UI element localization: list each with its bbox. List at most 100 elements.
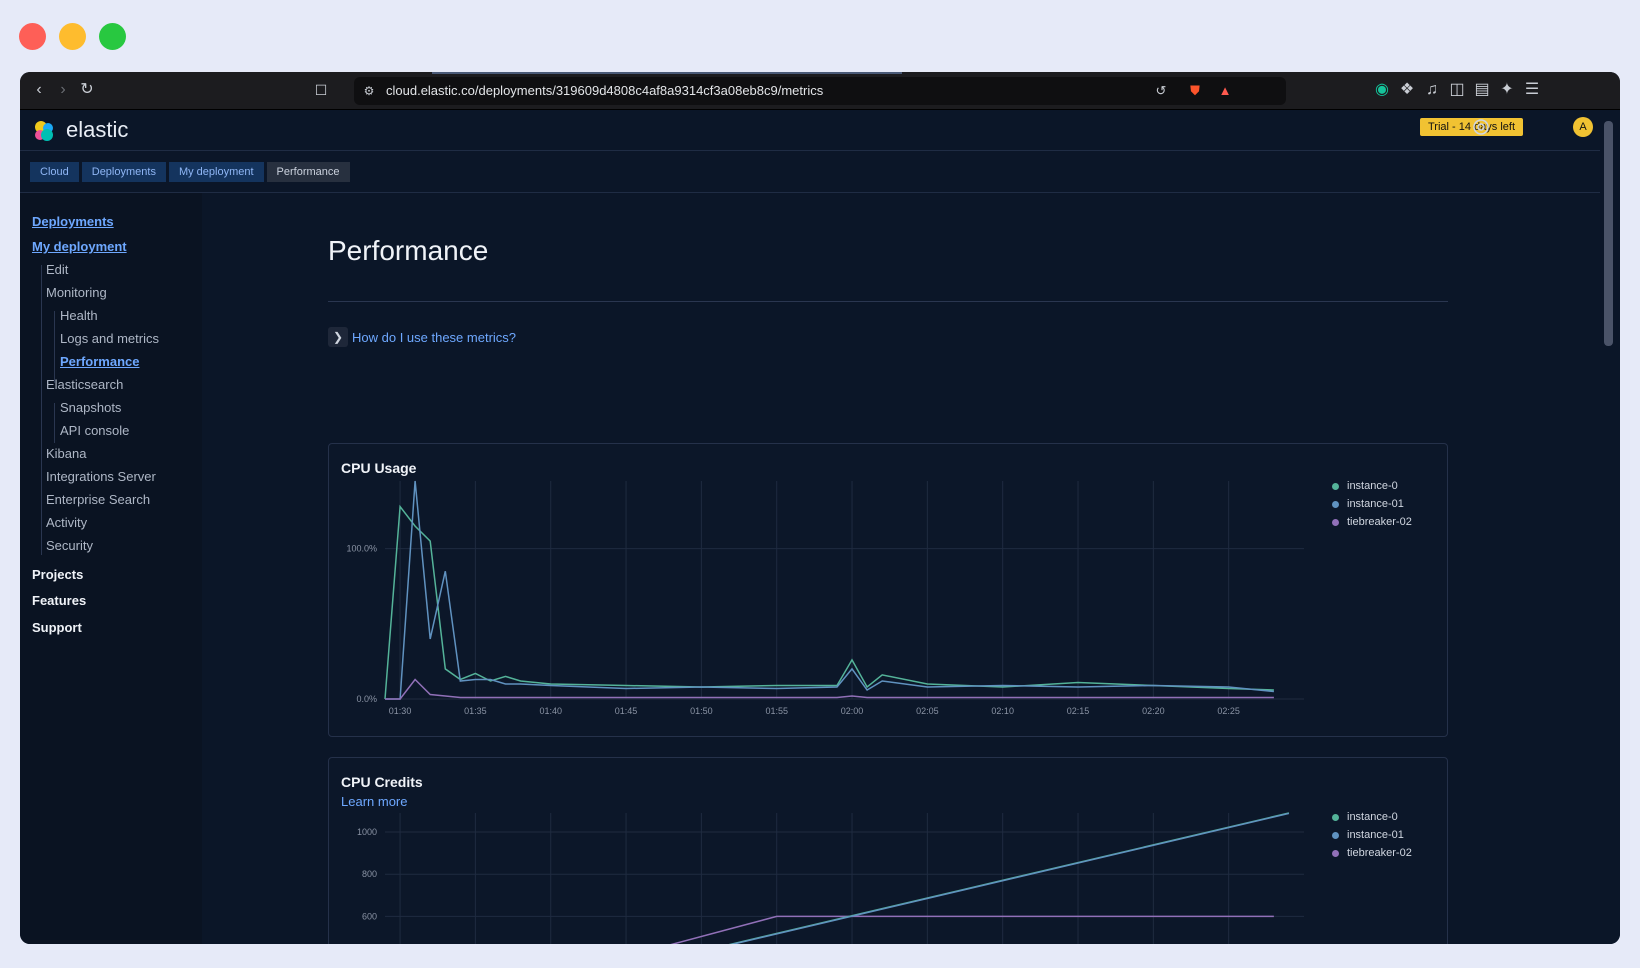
legend-dot xyxy=(1332,813,1339,821)
tree-line xyxy=(54,403,55,443)
y-tick-label: 100.0% xyxy=(346,544,377,554)
series-line-instance-01 xyxy=(385,480,1274,700)
y-tick-label: 1000 xyxy=(357,827,377,837)
app-header: elastic xyxy=(20,111,1620,151)
x-tick-label: 02:20 xyxy=(1142,706,1165,716)
y-tick-label: 600 xyxy=(362,911,377,921)
sidebar-item-elasticsearch[interactable]: Elasticsearch xyxy=(46,377,124,392)
series-line-instance-0 xyxy=(384,504,1274,700)
address-bar[interactable]: ⚙ cloud.elastic.co/deployments/319609d48… xyxy=(354,77,1286,105)
y-tick-label: 0.0% xyxy=(356,694,377,704)
sidebar-item-activity[interactable]: Activity xyxy=(46,515,88,530)
chart-legend: instance-0 instance-01 tiebreaker-02 xyxy=(1332,808,1412,862)
page-title: Performance xyxy=(328,235,489,266)
sidebar-item-security[interactable]: Security xyxy=(46,538,93,553)
x-tick-label: 02:25 xyxy=(1217,706,1240,716)
forward-icon[interactable]: › xyxy=(60,81,66,98)
tree-line xyxy=(54,311,55,383)
sidebar-item-health[interactable]: Health xyxy=(60,308,98,323)
grammarly-icon[interactable]: ◉ xyxy=(1375,81,1389,98)
legend-label: tiebreaker-02 xyxy=(1347,847,1412,859)
sidebar-item-snapshots[interactable]: Snapshots xyxy=(60,400,122,415)
tree-line xyxy=(41,265,42,555)
elastic-logo-icon[interactable] xyxy=(32,119,56,143)
share-icon[interactable]: ↺ xyxy=(1155,83,1167,98)
trial-badge[interactable]: Trial - 14 days left xyxy=(1420,118,1524,136)
legend-dot xyxy=(1332,518,1339,526)
x-tick-label: 01:35 xyxy=(464,706,487,716)
sidebar-item-integrations-server[interactable]: Integrations Server xyxy=(46,469,156,484)
brand-name[interactable]: elastic xyxy=(66,117,129,142)
breadcrumb-my-deployment[interactable]: My deployment xyxy=(168,162,264,182)
x-tick-label: 02:00 xyxy=(841,706,864,716)
brave-shield-icon[interactable]: ⛊ xyxy=(1190,83,1200,98)
x-tick-label: 01:50 xyxy=(690,706,713,716)
legend-item[interactable]: instance-0 xyxy=(1332,808,1412,826)
sidebar-item-api-console[interactable]: API console xyxy=(60,423,130,438)
page-scrollbar[interactable] xyxy=(1600,111,1620,944)
chart-legend: instance-0 instance-01 tiebreaker-02 xyxy=(1332,477,1412,531)
sidebar-item-deployments[interactable]: Deployments xyxy=(32,214,114,229)
series-line-tiebreaker-02 xyxy=(670,915,1274,944)
legend-item[interactable]: instance-01 xyxy=(1332,826,1412,844)
series-line-tiebreaker-02 xyxy=(385,678,1274,700)
reload-icon[interactable]: ↻ xyxy=(80,81,94,98)
close-window-button[interactable] xyxy=(19,23,46,50)
url-text[interactable]: cloud.elastic.co/deployments/319609d4808… xyxy=(386,83,824,98)
cpu-usage-panel: CPU Usage 01:30 01:35 01:40 01:45 01:50 01:55… xyxy=(328,443,1448,737)
x-tick-label: 01:45 xyxy=(615,706,638,716)
legend-dot xyxy=(1332,482,1339,490)
legend-item[interactable]: instance-01 xyxy=(1332,495,1412,513)
browser-window: ‹ › ↻ ☐ ⚙ cloud.elastic.co/deployments/3… xyxy=(20,72,1620,944)
extensions-icon[interactable]: ❖ xyxy=(1399,81,1415,98)
sidebar-item-features[interactable]: Features xyxy=(32,593,87,608)
legend-item[interactable]: tiebreaker-02 xyxy=(1332,513,1412,531)
sidebar-item-edit[interactable]: Edit xyxy=(46,262,69,277)
series-line-instance-0 xyxy=(728,812,1290,944)
sidebar-item-enterprise-search[interactable]: Enterprise Search xyxy=(46,492,151,507)
sidebar-item-kibana[interactable]: Kibana xyxy=(46,446,87,461)
brave-rewards-icon[interactable]: ▲ xyxy=(1218,83,1232,98)
sidebar-item-projects[interactable]: Projects xyxy=(32,567,84,582)
x-tick-label: 02:05 xyxy=(916,706,939,716)
breadcrumb-cloud[interactable]: Cloud xyxy=(30,162,79,182)
minimize-window-button[interactable] xyxy=(59,23,86,50)
leo-ai-icon[interactable]: ✦ xyxy=(1500,81,1514,98)
wallet-icon[interactable]: ▤ xyxy=(1474,81,1490,98)
legend-label: instance-0 xyxy=(1347,480,1398,492)
site-settings-icon[interactable]: ⚙ xyxy=(363,84,375,98)
user-avatar[interactable]: A xyxy=(1573,117,1593,137)
legend-item[interactable]: tiebreaker-02 xyxy=(1332,844,1412,862)
media-icon[interactable]: ♫ xyxy=(1426,81,1438,98)
legend-dot xyxy=(1332,849,1339,857)
sidebar-item-monitoring[interactable]: Monitoring xyxy=(46,285,107,300)
maximize-window-button[interactable] xyxy=(99,23,126,50)
browser-toolbar: ‹ › ↻ ☐ ⚙ cloud.elastic.co/deployments/3… xyxy=(20,72,1620,110)
sidebar-item-performance[interactable]: Performance xyxy=(60,354,140,369)
x-tick-label: 01:40 xyxy=(539,706,562,716)
page-load-progress xyxy=(432,72,902,74)
chart-title: CPU Usage xyxy=(341,460,417,476)
scrollbar-thumb[interactable] xyxy=(1604,121,1613,346)
help-icon[interactable] xyxy=(1472,118,1490,136)
legend-item[interactable]: instance-0 xyxy=(1332,477,1412,495)
main-content: Performance ❯ How do I use these metrics… xyxy=(202,193,1600,944)
sidebar-icon[interactable]: ◫ xyxy=(1449,81,1465,98)
menu-icon[interactable]: ☰ xyxy=(1524,81,1540,98)
how-to-use-metrics-link[interactable]: How do I use these metrics? xyxy=(352,330,517,345)
x-tick-label: 02:15 xyxy=(1067,706,1090,716)
x-tick-label: 01:30 xyxy=(389,706,412,716)
back-icon[interactable]: ‹ xyxy=(36,81,42,98)
breadcrumb: Cloud Deployments My deployment Performa… xyxy=(30,162,353,182)
legend-dot xyxy=(1332,500,1339,508)
chevron-right-icon[interactable]: ❯ xyxy=(328,327,348,347)
title-divider xyxy=(328,301,1448,302)
bookmark-icon[interactable]: ☐ xyxy=(314,82,328,98)
sidebar-item-logs-and-metrics[interactable]: Logs and metrics xyxy=(60,331,159,346)
sidebar-item-my-deployment[interactable]: My deployment xyxy=(32,239,127,254)
sidebar-item-support[interactable]: Support xyxy=(32,620,82,635)
breadcrumb-deployments[interactable]: Deployments xyxy=(81,162,166,182)
x-tick-label: 02:10 xyxy=(991,706,1014,716)
x-tick-label: 01:55 xyxy=(765,706,788,716)
learn-more-link[interactable]: Learn more xyxy=(341,794,408,809)
